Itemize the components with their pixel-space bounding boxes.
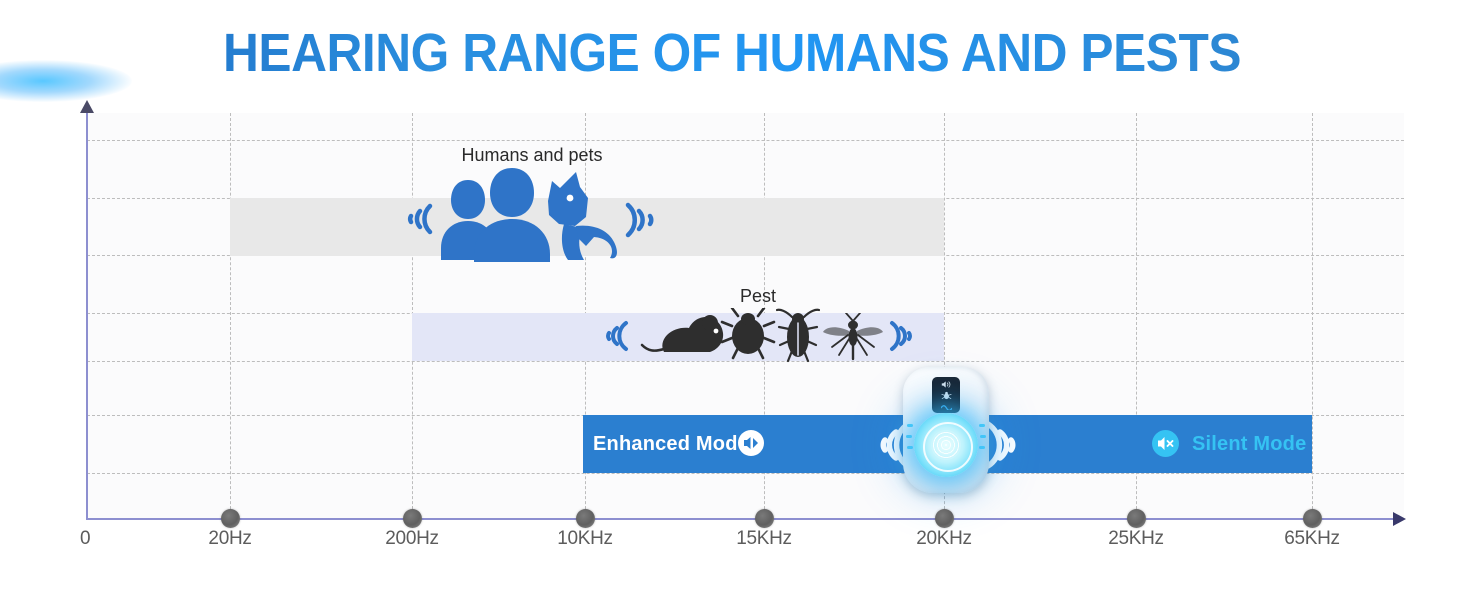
device-vent xyxy=(979,424,985,427)
gridline-horizontal xyxy=(87,140,1404,141)
man-silhouette-icon xyxy=(474,168,550,262)
device-bug-glyph-icon xyxy=(940,392,952,400)
silent-mode-label: Silent Mode xyxy=(1192,433,1307,455)
axis-tick-dot xyxy=(754,509,774,528)
axis-tick-dot xyxy=(1126,509,1146,528)
pest-label: Pest xyxy=(739,286,777,306)
mouse-silhouette-icon xyxy=(640,315,724,352)
sound-wave-left-icon xyxy=(606,321,628,351)
axis-tick-label: 20KHz xyxy=(916,528,972,549)
device-vent xyxy=(907,424,913,427)
axis-tick-dot xyxy=(1302,509,1322,528)
device-wave-glyph-icon xyxy=(940,404,952,410)
device-vent xyxy=(980,435,986,438)
enhanced-speaker-icon xyxy=(738,430,764,456)
device-screen xyxy=(932,377,960,413)
x-axis-arrow-icon xyxy=(1393,512,1406,526)
axis-tick-dot xyxy=(934,509,954,528)
page-title: HEARING RANGE OF HUMANS AND PESTS xyxy=(59,22,1406,84)
axis-tick-dot xyxy=(575,509,595,528)
humans-and-pets-label: Humans and pets xyxy=(461,145,603,165)
axis-tick-label: 25KHz xyxy=(1108,528,1164,549)
x-axis-line xyxy=(87,518,1397,520)
mosquito-silhouette-icon xyxy=(823,313,883,361)
gridline-vertical xyxy=(944,113,945,519)
axis-tick-label: 200Hz xyxy=(385,528,439,549)
pest-illustration xyxy=(600,305,912,365)
silent-speaker-muted-icon xyxy=(1152,430,1179,457)
sound-wave-left-icon xyxy=(407,203,433,235)
ultrasonic-repeller-device xyxy=(903,367,989,493)
device-vent xyxy=(906,435,912,438)
gridline-vertical xyxy=(230,113,231,519)
axis-tick-label: 20Hz xyxy=(208,528,252,549)
gridline-vertical xyxy=(1136,113,1137,519)
sound-wave-right-icon xyxy=(890,321,912,351)
axis-tick-label: 10KHz xyxy=(557,528,613,549)
sound-wave-right-icon xyxy=(625,202,654,238)
axis-tick-dot xyxy=(220,509,240,528)
device-speaker-glyph-icon xyxy=(941,381,950,388)
dog-silhouette-icon xyxy=(548,172,617,260)
y-axis-line xyxy=(86,110,88,520)
cockroach-silhouette-icon xyxy=(776,308,820,363)
axis-tick-label: 15KHz xyxy=(736,528,792,549)
device-vent xyxy=(907,446,913,449)
enhanced-mode-label: Enhanced Mode xyxy=(593,433,749,455)
humans-and-pets-illustration xyxy=(400,160,665,265)
gridline-horizontal xyxy=(87,361,1404,362)
device-sound-wave-right-icon xyxy=(985,421,1016,469)
axis-tick-dot xyxy=(402,509,422,528)
gridline-vertical xyxy=(1312,113,1313,519)
axis-tick-label: 65KHz xyxy=(1284,528,1340,549)
device-vent xyxy=(979,446,985,449)
tick-silhouette-icon xyxy=(720,308,776,360)
gridline-horizontal xyxy=(87,473,1404,474)
axis-origin-label: 0 xyxy=(80,528,91,549)
device-speaker-grille xyxy=(914,413,978,477)
y-axis-arrow-icon xyxy=(80,100,94,113)
